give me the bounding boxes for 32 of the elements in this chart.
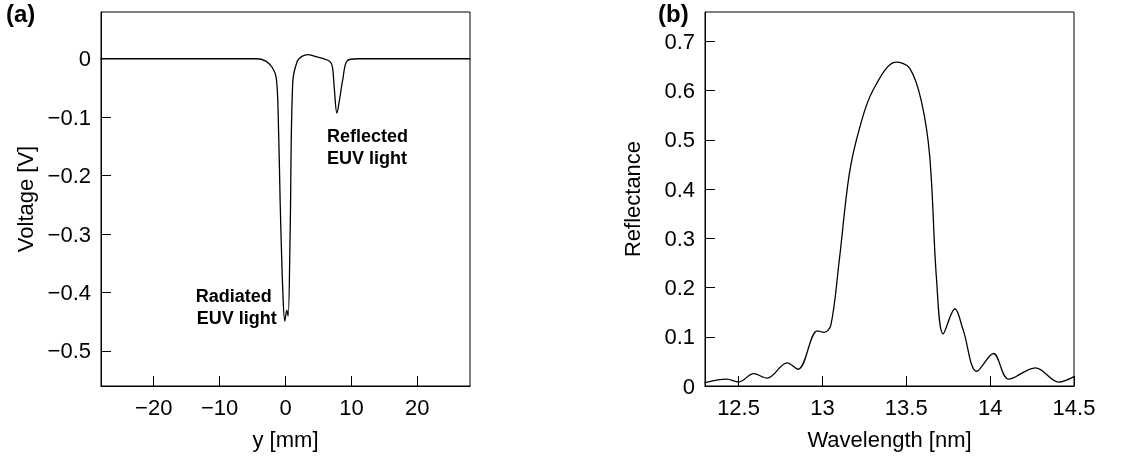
chart-title: (b) xyxy=(658,0,689,27)
y-tick-label: 0.7 xyxy=(664,29,695,55)
y-tick-label: −0.4 xyxy=(47,280,91,305)
y-tick-label: 0.6 xyxy=(664,78,695,104)
chart-title: (a) xyxy=(6,0,36,27)
x-tick-label: 20 xyxy=(405,394,430,420)
x-axis-title: y [mm] xyxy=(252,426,319,452)
x-tick-label: −20 xyxy=(135,394,173,420)
y-tick-label: 0.1 xyxy=(664,324,695,350)
y-tick-label: 0.5 xyxy=(664,127,695,153)
y-tick-label: −0.5 xyxy=(47,338,91,364)
y-tick-label: −0.3 xyxy=(47,221,91,247)
annotation: Reflected EUV light xyxy=(326,126,413,169)
y-tick-label: −0.2 xyxy=(47,163,91,189)
x-tick-label: 14.5 xyxy=(1052,394,1096,420)
x-tick-label: 13.5 xyxy=(884,394,928,420)
y-tick-label: 0.3 xyxy=(664,225,695,251)
x-tick-label: 12.5 xyxy=(717,394,760,420)
y-tick-label: 0 xyxy=(682,373,695,399)
x-tick-label: 14 xyxy=(977,394,1003,420)
y-axis-title: Voltage [V] xyxy=(13,145,39,253)
x-tick-label: 13 xyxy=(810,394,835,420)
annotation: Radiated EUV light xyxy=(195,286,277,329)
x-axis-title: Wavelength [nm] xyxy=(807,426,972,452)
x-tick-label: −10 xyxy=(200,394,239,420)
y-tick-label: 0 xyxy=(78,46,91,72)
x-tick-label: 10 xyxy=(339,394,364,420)
y-tick-label: −0.1 xyxy=(47,104,91,130)
y-tick-label: 0.2 xyxy=(664,275,695,301)
y-tick-label: 0.4 xyxy=(664,176,695,202)
x-tick-label: 0 xyxy=(279,394,292,420)
y-axis-title: Reflectance xyxy=(619,140,645,258)
